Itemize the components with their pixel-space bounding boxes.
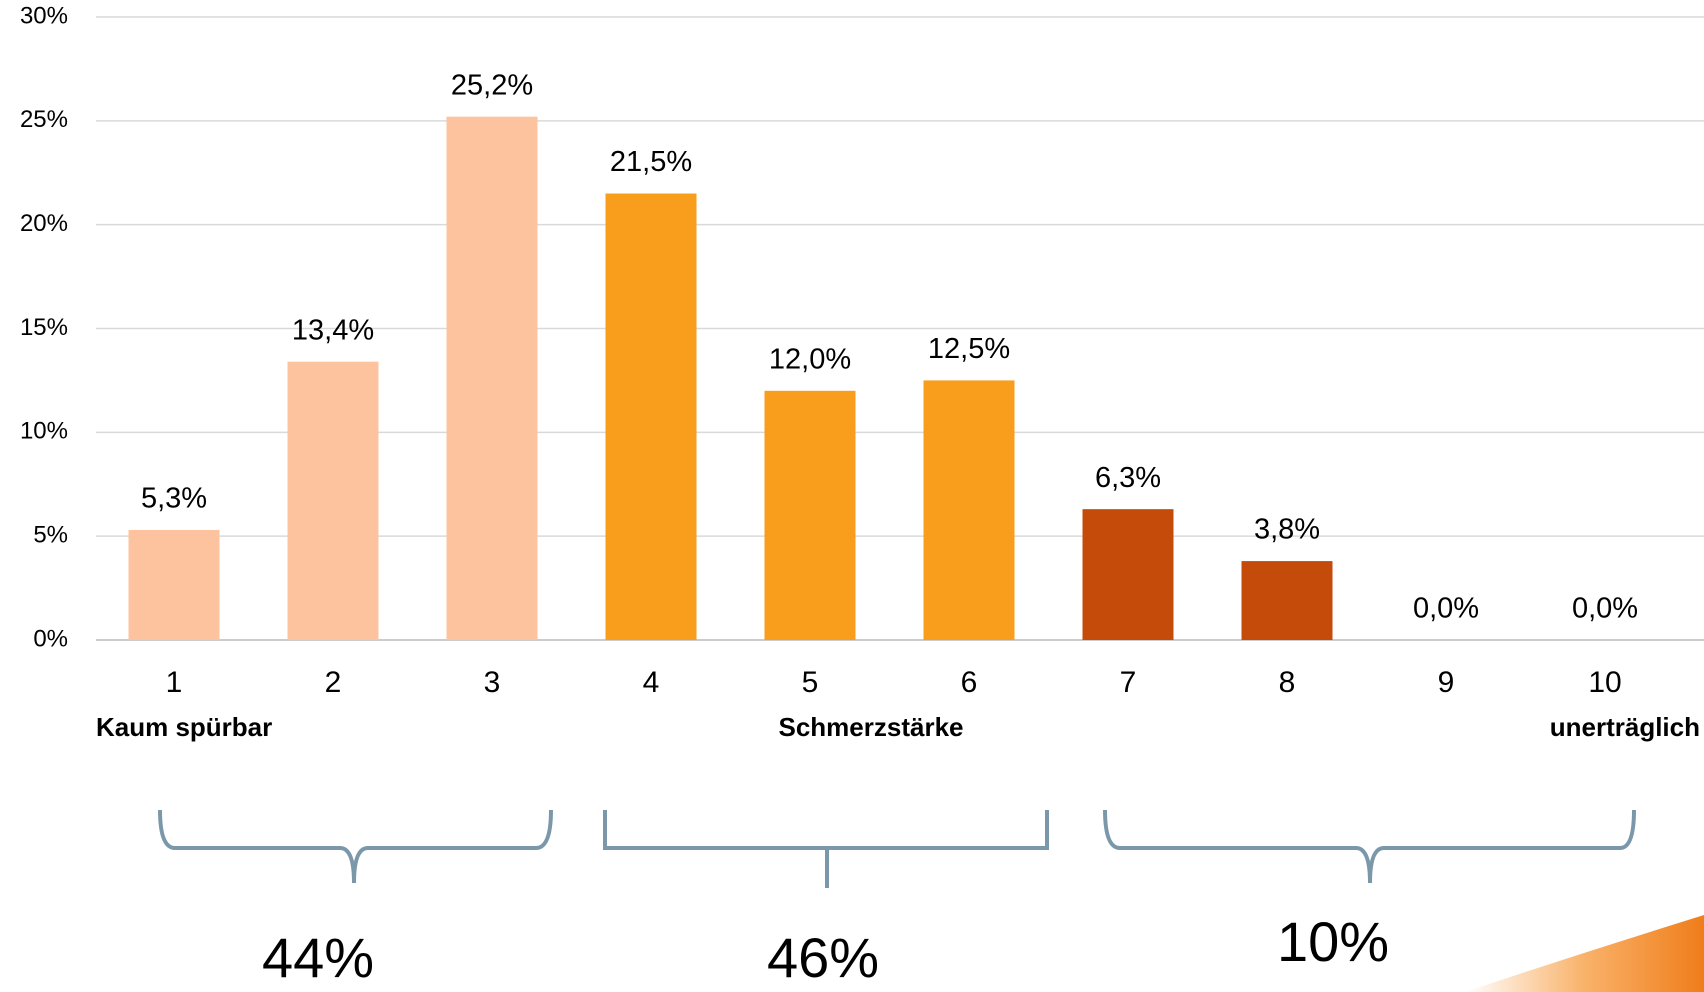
value-label: 25,2% (451, 69, 533, 101)
bar (1241, 561, 1333, 640)
decoration (1465, 915, 1704, 992)
value-label: 21,5% (610, 146, 692, 178)
y-tick-label: 20% (20, 210, 68, 237)
x-tick-label: 9 (1438, 666, 1455, 699)
value-label: 13,4% (292, 314, 374, 346)
x-tick-label: 5 (802, 666, 819, 699)
y-tick-label: 0% (33, 625, 68, 652)
value-label: 0,0% (1413, 593, 1479, 625)
bar (1082, 509, 1174, 640)
axis-annotation: Schmerzstärke (779, 712, 964, 742)
bar (605, 193, 697, 640)
value-label: 12,0% (769, 343, 851, 375)
y-tick-label: 5% (33, 522, 68, 549)
bar (446, 116, 538, 641)
x-tick-label: 1 (166, 666, 183, 699)
bar (287, 361, 379, 640)
y-tick-label: 15% (20, 314, 68, 341)
x-tick-label: 7 (1120, 666, 1137, 699)
y-tick-label: 25% (20, 106, 68, 133)
group-braces (158, 809, 1636, 888)
x-tick-label: 6 (961, 666, 978, 699)
y-tick-label: 10% (20, 418, 68, 445)
value-label: 3,8% (1254, 514, 1320, 546)
brace (158, 809, 553, 884)
x-tick-label: 3 (484, 666, 501, 699)
bar (764, 390, 856, 640)
x-tick-label: 2 (325, 666, 342, 699)
value-label: 6,3% (1095, 462, 1161, 494)
brace (603, 810, 1049, 888)
bar (923, 380, 1015, 640)
brace (1103, 809, 1636, 884)
value-label: 0,0% (1572, 593, 1638, 625)
group-label: 46% (767, 926, 879, 989)
group-label: 44% (262, 926, 374, 989)
group-label: 10% (1277, 910, 1389, 973)
axis-annotation: unerträglich (1550, 712, 1700, 742)
value-label: 12,5% (928, 333, 1010, 365)
axis-annotation: Kaum spürbar (96, 712, 272, 742)
x-tick-label: 8 (1279, 666, 1296, 699)
x-tick-label: 4 (643, 666, 660, 699)
y-tick-label: 30% (20, 2, 68, 29)
bar (128, 529, 220, 640)
value-label: 5,3% (141, 483, 207, 515)
x-tick-label: 10 (1588, 666, 1621, 699)
